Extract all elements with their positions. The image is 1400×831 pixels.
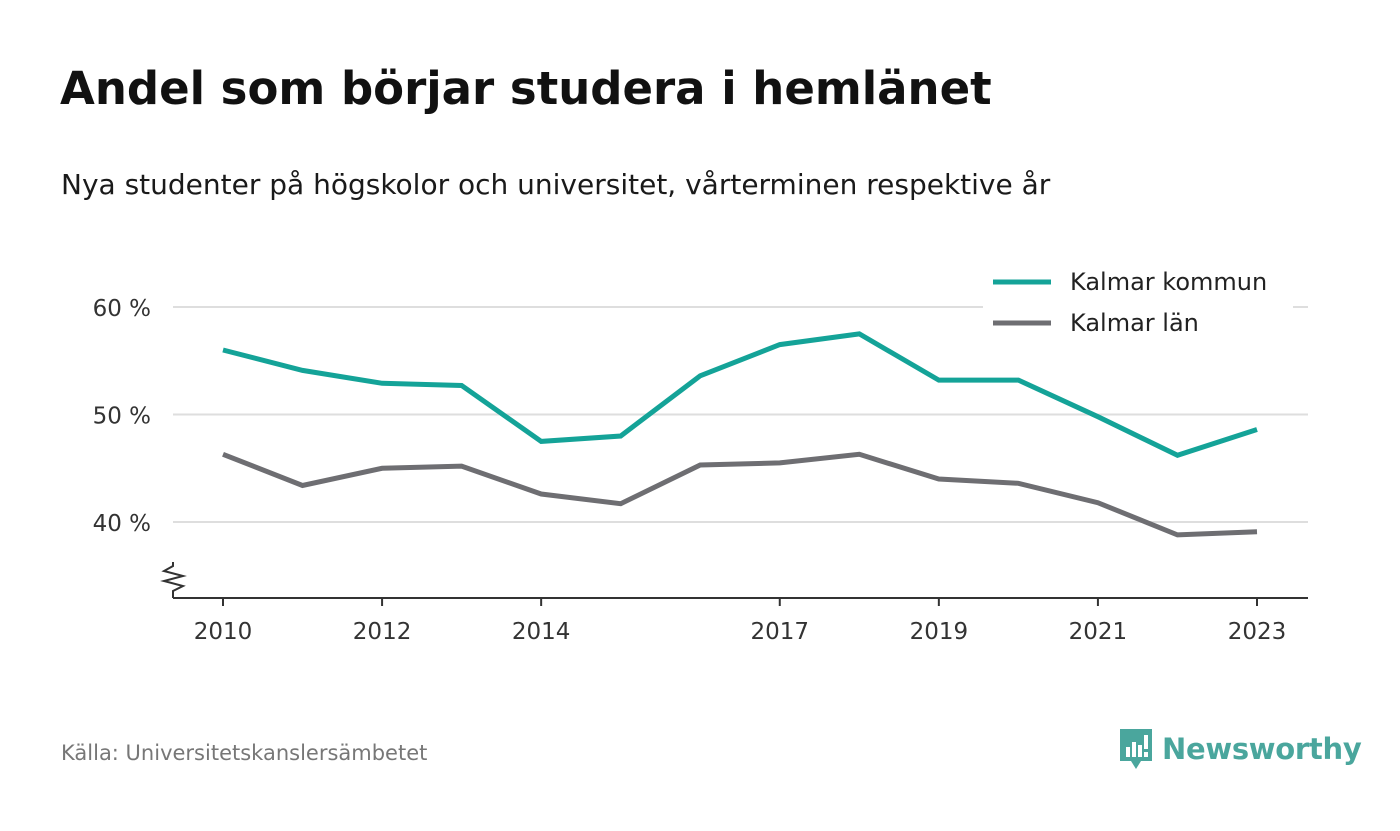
legend-label-kalmar-kommun: Kalmar kommun	[1070, 268, 1267, 296]
chart-subtitle: Nya studenter på högskolor och universit…	[61, 168, 1051, 201]
series-line-kalmar-kommun	[222, 331, 1258, 458]
legend-background	[983, 262, 1293, 344]
y-tick-label-60: 60 %	[93, 296, 151, 322]
brand-logo: Newsworthy	[1118, 727, 1362, 771]
x-tick-label-2012: 2012	[353, 619, 412, 645]
chart-title: Andel som börjar studera i hemlänet	[60, 62, 992, 115]
x-tick-label-2017: 2017	[750, 619, 809, 645]
x-tick-label-2014: 2014	[512, 619, 571, 645]
newsworthy-logo-icon	[1120, 729, 1152, 769]
x-tick-label-2021: 2021	[1069, 619, 1128, 645]
y-axis-break	[160, 562, 187, 598]
brand-name: Newsworthy	[1162, 732, 1362, 766]
source-note: Källa: Universitetskanslersämbetet	[61, 741, 428, 765]
y-tick-label-40: 40 %	[93, 511, 151, 537]
x-tick-label-2023: 2023	[1228, 619, 1287, 645]
line-chart: 40 % 50 % 60 % 2010 2012 2014 2017 2019 2021 2023…	[92, 262, 1308, 645]
legend-label-kalmar-l-n: Kalmar län	[1070, 309, 1199, 337]
series-line-kalmar-l-n	[222, 451, 1258, 538]
x-tick-label-2019: 2019	[910, 619, 969, 645]
y-tick-label-50: 50 %	[93, 404, 151, 430]
x-tick-label-2010: 2010	[194, 619, 253, 645]
